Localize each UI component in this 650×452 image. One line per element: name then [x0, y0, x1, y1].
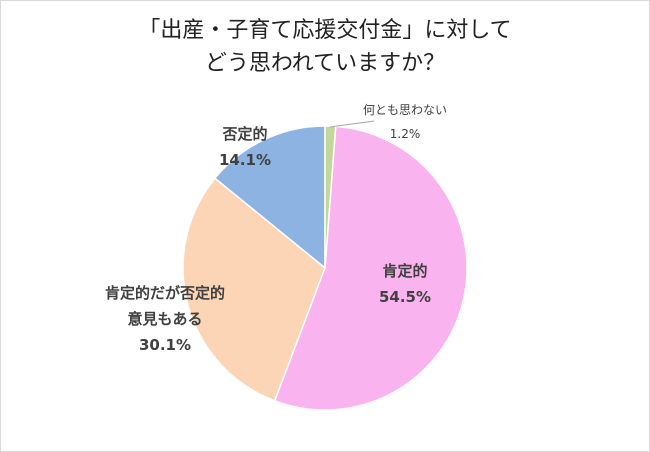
category-label: 否定的 [222, 125, 268, 143]
pie-slice [273, 125, 468, 411]
data-label: 肯定的だが否定的 意見もある 30.1% [105, 280, 225, 358]
category-label: 肯定的だが否定的 意見もある [104, 284, 226, 328]
pie-slice [182, 177, 326, 402]
chart-title: 「出産・子育て応援交付金」に対して どう思われていますか？ [138, 18, 512, 76]
data-label: 否定的 14.1% [219, 121, 271, 173]
data-label: 何とも思わない 1.2% [363, 98, 447, 146]
value-label: 14.1% [218, 151, 272, 169]
value-label: 54.5% [378, 288, 432, 306]
leader-line [329, 120, 375, 128]
category-label: 何とも思わない [362, 103, 448, 117]
value-label: 30.1% [138, 336, 192, 354]
value-label: 1.2% [389, 127, 421, 141]
data-label: 肯定的 54.5% [379, 258, 431, 310]
pie-slice [213, 125, 326, 270]
category-label: 肯定的 [382, 262, 428, 280]
